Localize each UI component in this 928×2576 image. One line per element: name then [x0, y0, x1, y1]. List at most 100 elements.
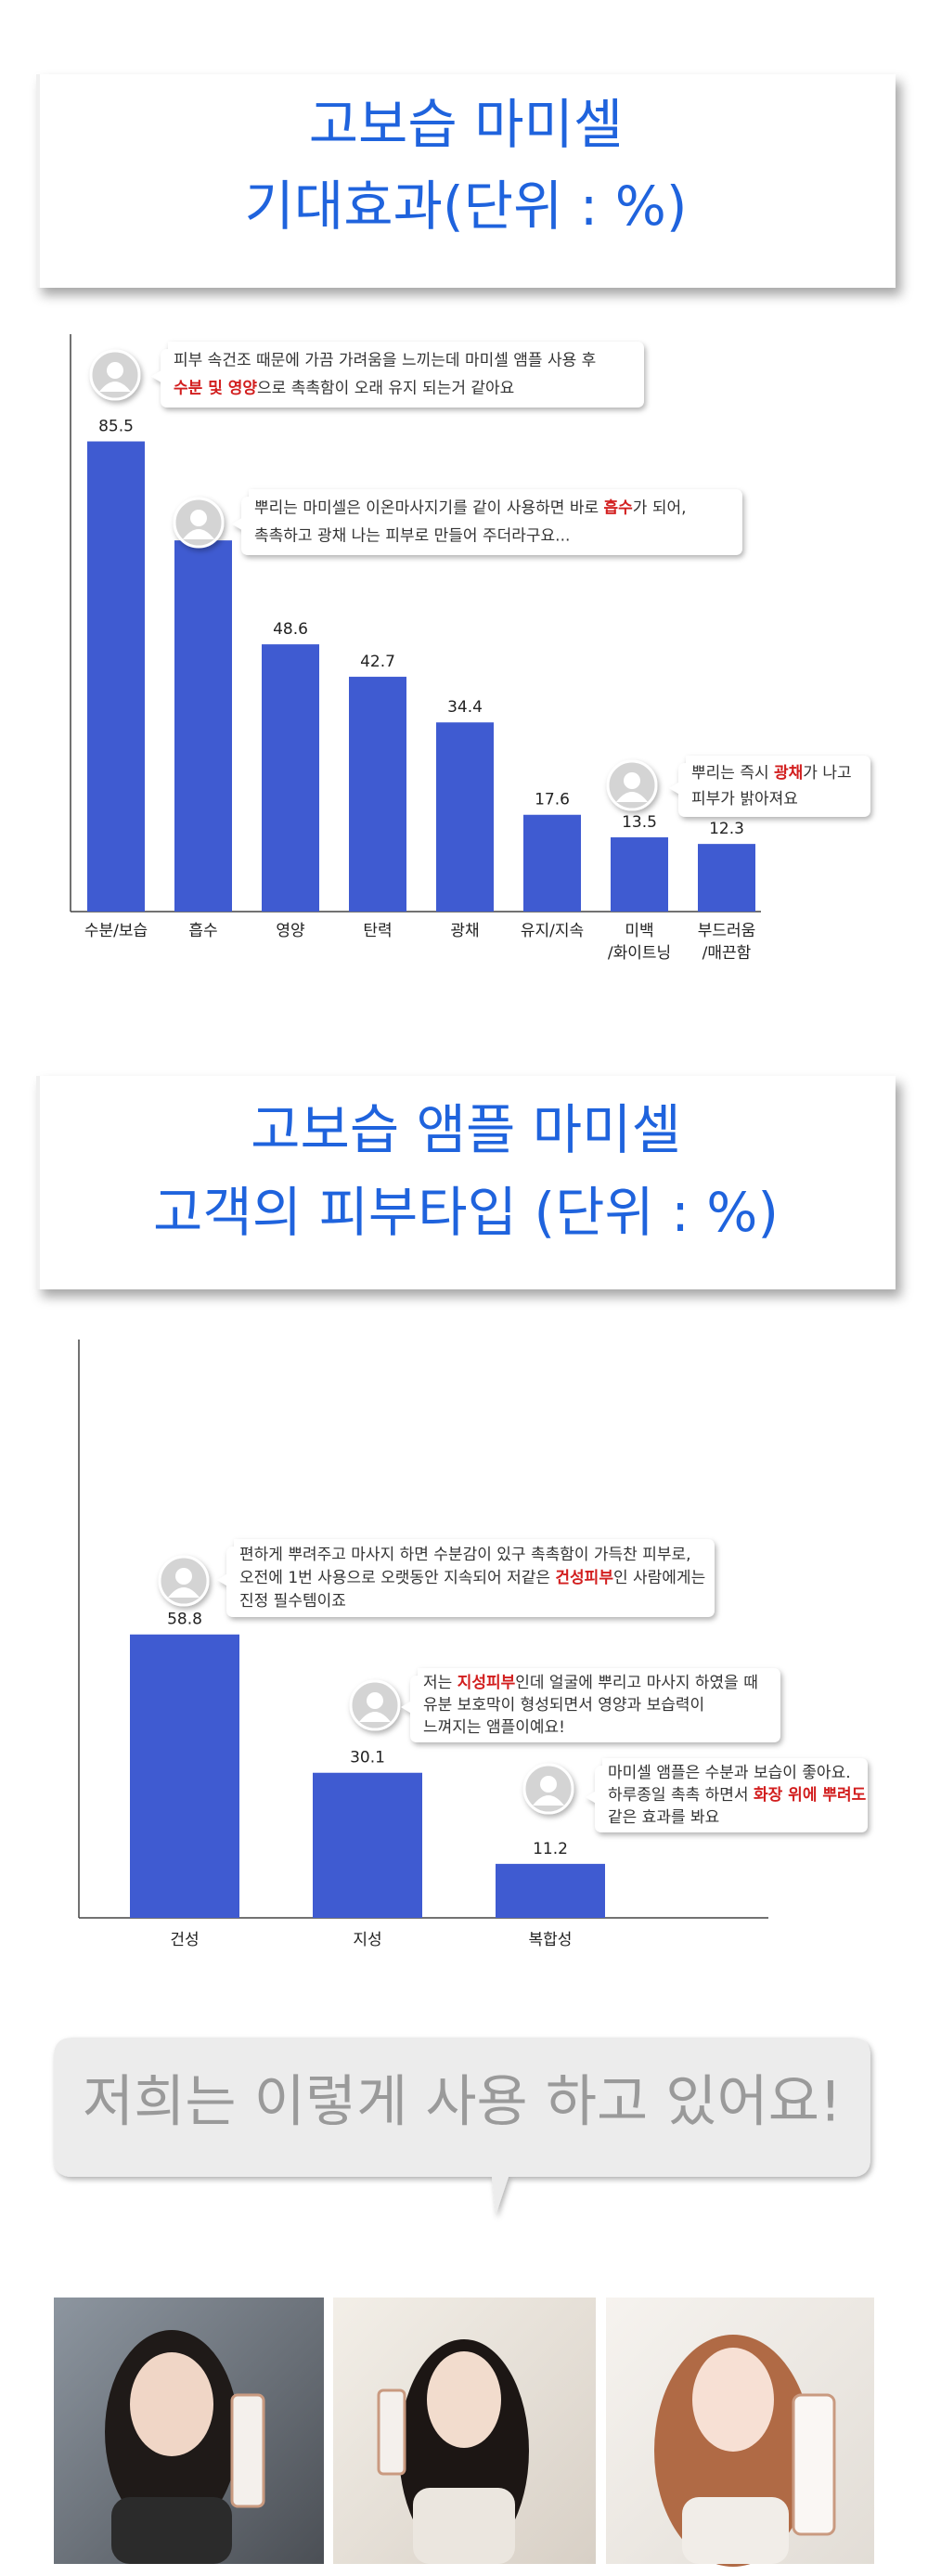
comment-line: 오전에 1번 사용으로 오랫동안 지속되어 저같은 건성피부인 사람에게는: [239, 1569, 705, 1587]
comment-text: 편하게 뿌려주고 마사지 하면 수분감이 있구 촉촉함이 가득찬 피부로,: [239, 1546, 691, 1564]
comment-line: 뿌리는 마미셀은 이온마사지기를 같이 사용하면 바로 흡수가 되어,: [254, 498, 687, 518]
comment-text: 화장 위에 뿌려도: [754, 1786, 867, 1805]
bar: [349, 677, 406, 912]
value-label: 13.5: [622, 813, 657, 832]
comment-line: 유분 보호막이 형성되면서 영양과 보습력이: [423, 1696, 704, 1715]
x-tick-label: 복합성: [529, 1931, 573, 1949]
x-tick-label: 지성: [353, 1931, 381, 1949]
avatar-body: [183, 529, 214, 539]
avatar-head: [540, 1776, 557, 1793]
value-label: 85.5: [98, 418, 134, 436]
comment-text: 저는: [423, 1674, 458, 1692]
chart-title: 기대효과(단위 : %): [245, 175, 688, 238]
comment-line: 편하게 뿌려주고 마사지 하면 수분감이 있구 촉촉함이 가득찬 피부로,: [239, 1546, 691, 1564]
comment-text: 흡수: [604, 498, 634, 518]
avatar-body: [99, 382, 131, 392]
chart-title: 고객의 피부타입 (단위 : %): [153, 1181, 779, 1244]
avatar-head: [107, 362, 123, 379]
x-tick-label: 영양: [276, 922, 304, 940]
comment-line: 마미셀 앰플은 수분과 보습이 좋아요.: [608, 1764, 851, 1782]
value-label: 42.7: [360, 653, 395, 671]
comment-text: 느껴지는 앰플이예요!: [423, 1718, 565, 1737]
avatar-body: [616, 792, 648, 802]
bottle: [230, 2393, 265, 2508]
comment-text: 같은 효과를 봐요: [608, 1808, 719, 1827]
avatar-body: [533, 1795, 564, 1806]
bottle: [377, 2388, 406, 2476]
face: [692, 2348, 774, 2452]
bar: [496, 1863, 605, 1918]
bar: [130, 1634, 239, 1918]
value-label: 30.1: [350, 1749, 385, 1767]
title-edge: [36, 74, 40, 288]
comment-text: 하루종일 촉촉 하면서: [608, 1786, 754, 1805]
avatar-head: [624, 772, 640, 789]
value-label: 34.4: [447, 698, 483, 717]
comment-box: [586, 1758, 868, 1832]
comment-line: 수분 및 영양으로 촉촉함이 오래 유지 되는거 같아요: [174, 380, 514, 398]
comment-text: 건성피부: [555, 1569, 613, 1587]
comment-box: [669, 756, 870, 817]
title-box: [36, 74, 896, 288]
comment-text: 뿌리는 즉시: [691, 764, 774, 783]
title-box: [36, 1076, 896, 1289]
comment-text: 수분 및 영양: [174, 380, 257, 398]
comment-text: 진정 필수템이죠: [239, 1592, 346, 1611]
comment: 마미셀 앰플은 수분과 보습이 좋아요. 하루종일 촉촉 하면서 화장 위에 뿌려…: [522, 1758, 868, 1832]
x-tick-label: /화이트닝: [608, 944, 671, 963]
x-tick-label: 수분/보습: [84, 922, 148, 940]
value-label: 12.3: [709, 820, 744, 838]
bar: [523, 814, 581, 912]
comment-text: 으로 촉촉함이 오래 유지 되는거 같아요: [257, 380, 514, 398]
bar: [262, 644, 319, 912]
comment: 저는 지성피부인데 얼굴에 뿌리고 마사지 하였을 때유분 보호막이 형성되면서…: [349, 1668, 780, 1742]
comment-box: [401, 1668, 780, 1742]
x-tick-label: /매끈함: [702, 944, 752, 963]
comment-line: 뿌리는 즉시 광채가 나고: [691, 764, 852, 783]
comment-text: 광채: [774, 764, 803, 783]
chart-title: 고보습 앰플 마미셀: [251, 1098, 681, 1161]
bottle: [792, 2393, 836, 2536]
avatar-body: [168, 1587, 200, 1598]
bar: [313, 1772, 422, 1918]
x-tick-label: 흡수: [188, 922, 217, 940]
comment-text: 피부 속건조 때문에 가끔 가려움을 느끼는데 마미셀 앰플 사용 후: [174, 352, 596, 370]
comment-text: 촉촉하고 광채 나는 피부로 만들어 주더라구요...: [254, 527, 570, 546]
avatar-head: [190, 510, 207, 526]
comment-box: [151, 342, 644, 408]
avatar-head: [175, 1568, 192, 1585]
comment: 뿌리는 마미셀은 이온마사지기를 같이 사용하면 바로 흡수가 되어, 촉촉하고 …: [173, 489, 742, 555]
bar: [436, 722, 494, 912]
comment-box: [217, 1539, 715, 1617]
comment-line: 같은 효과를 봐요: [608, 1808, 719, 1827]
comment: 피부 속건조 때문에 가끔 가려움을 느끼는데 마미셀 앰플 사용 후수분 및 …: [89, 342, 644, 408]
photos: [54, 2298, 874, 2567]
x-tick-label: 탄력: [363, 922, 392, 940]
body: [682, 2497, 789, 2564]
comment-text: 오전에 1번 사용으로 오랫동안 지속되어 저같은: [239, 1569, 555, 1587]
comment: 편하게 뿌려주고 마사지 하면 수분감이 있구 촉촉함이 가득찬 피부로, 오전에…: [158, 1539, 715, 1617]
face: [427, 2351, 501, 2448]
comment-text: 지성피부: [458, 1674, 516, 1692]
comment-text: 가 되어,: [633, 499, 687, 518]
banner: 저희는 이렇게 사용 하고 있어요!: [54, 2038, 870, 2216]
banner-text: 저희는 이렇게 사용 하고 있어요!: [83, 2070, 842, 2135]
x-tick-label: 유지/지속: [521, 922, 584, 940]
title-edge: [36, 1076, 40, 1289]
body: [111, 2497, 232, 2564]
comment-line: 촉촉하고 광채 나는 피부로 만들어 주더라구요...: [254, 527, 570, 546]
value-label: 48.6: [273, 620, 308, 639]
comment-line: 피부가 밝아져요: [691, 790, 798, 809]
bar: [611, 837, 668, 912]
face: [130, 2352, 213, 2456]
value-label: 17.6: [535, 791, 570, 809]
comment-line: 느껴지는 앰플이예요!: [423, 1718, 565, 1737]
comment-text: 마미셀 앰플은 수분과 보습이 좋아요.: [608, 1764, 851, 1782]
x-tick-label: 광채: [450, 922, 479, 940]
x-tick-label: 미백: [625, 922, 653, 940]
comment-box: [232, 489, 742, 555]
comment-text: 뿌리는 마미셀은 이온마사지기를 같이 사용하면 바로: [254, 499, 604, 518]
